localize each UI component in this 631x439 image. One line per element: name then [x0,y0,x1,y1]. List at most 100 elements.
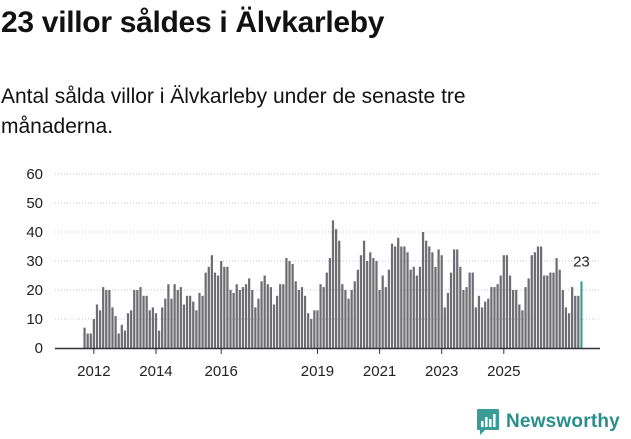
bar [272,304,276,348]
bar [453,249,456,348]
bar [220,261,223,348]
bar [490,287,493,348]
bar [543,275,546,348]
bar [189,295,192,348]
bar [170,298,173,348]
y-axis-ticks: 0 10 20 30 40 50 60 [26,166,43,357]
bar [412,266,415,348]
bar [232,292,235,348]
bar [328,258,332,348]
bar [254,307,257,348]
bar [279,284,282,348]
bar [325,272,328,348]
bar [425,240,428,348]
bar [204,272,207,348]
x-tick-label: 2014 [139,363,172,380]
bar [362,240,366,348]
bar [151,307,154,348]
bar [83,327,86,348]
bar-series [83,220,583,348]
bar [521,310,524,348]
bar [167,284,170,348]
y-tick-label: 40 [26,224,43,241]
bar [484,301,487,348]
bar [297,290,300,348]
bar [182,304,186,348]
newsworthy-logo[interactable]: Newsworthy [476,408,620,436]
bar [350,290,353,348]
bar [86,333,89,348]
x-tick-label: 2023 [425,363,458,380]
bar [102,287,105,348]
bar [359,255,363,348]
bar [558,269,561,348]
bar [331,220,335,348]
bar [449,272,453,348]
bar [440,255,443,348]
bar [446,292,450,348]
bar [561,290,564,348]
bar [139,287,142,348]
bar [356,269,359,348]
bar [111,307,114,348]
bar [437,249,440,348]
bar [136,290,139,348]
x-axis-ticks: 2012 2014 2016 2019 2021 2023 2025 [77,348,520,380]
bar [173,284,176,348]
bar [353,281,356,348]
bar [303,295,307,348]
bar [468,272,471,348]
bar [294,281,297,348]
bar [409,269,412,348]
x-tick-label: 2025 [487,363,520,380]
bar [198,292,201,348]
bar [515,290,518,348]
bar [487,298,490,348]
bar [223,266,226,348]
bar [117,333,120,348]
bar [235,284,238,348]
bar [546,275,549,348]
bar [310,319,313,348]
bar [179,287,182,348]
y-tick-label: 20 [26,282,43,299]
bar [403,246,406,348]
bar [154,313,158,348]
bar [574,295,577,348]
y-tick-label: 10 [26,311,43,328]
bar [148,310,151,348]
bar [123,330,127,348]
bar [524,287,527,348]
bar [238,290,241,348]
bar [210,255,213,348]
bar [207,266,210,348]
y-tick-label: 0 [35,340,43,357]
bar [213,272,217,348]
bar [552,272,555,348]
bar [251,290,254,348]
bar [145,295,148,348]
bar [381,275,384,348]
y-tick-label: 60 [26,166,43,183]
bar [421,232,425,348]
x-tick-label: 2021 [363,363,396,380]
bar [126,313,130,348]
bar [192,301,195,348]
bar [257,298,260,348]
y-tick-label: 30 [26,253,43,270]
bar [282,284,285,348]
bar [577,295,580,348]
bar [555,258,558,348]
bar [216,275,220,348]
x-tick-label: 2012 [77,363,110,380]
bar-latest [580,281,583,348]
bar [92,319,95,348]
bar [334,229,338,348]
bar [300,287,304,348]
bar [226,266,229,348]
bar [443,307,446,348]
bar [89,333,92,348]
chart-title: 23 villor såldes i Älvkarleby [1,6,385,39]
bar [474,307,477,348]
brand-name: Newsworthy [506,411,620,432]
